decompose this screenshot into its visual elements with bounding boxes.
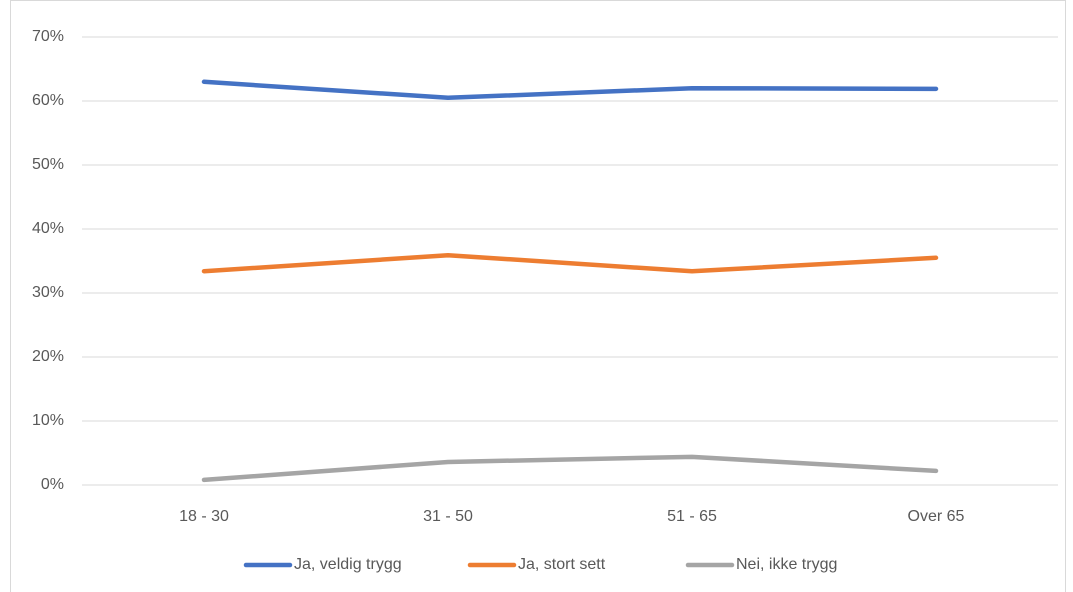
y-tick-label: 10% <box>32 412 64 429</box>
legend-label: Ja, stort sett <box>518 556 606 573</box>
x-tick-label: 18 - 30 <box>179 508 229 525</box>
y-tick-label: 60% <box>32 92 64 109</box>
series-line <box>201 454 939 483</box>
y-tick-label: 50% <box>32 156 64 173</box>
x-tick-label: 31 - 50 <box>423 508 473 525</box>
y-tick-label: 20% <box>32 348 64 365</box>
legend-label: Ja, veldig trygg <box>294 556 402 573</box>
series-line <box>201 79 939 101</box>
y-tick-label: 0% <box>41 476 64 493</box>
y-tick-label: 70% <box>32 28 64 45</box>
y-tick-label: 30% <box>32 284 64 301</box>
x-tick-label: 51 - 65 <box>667 508 717 525</box>
legend-label: Nei, ikke trygg <box>736 556 837 573</box>
y-tick-label: 40% <box>32 220 64 237</box>
x-tick-label: Over 65 <box>908 508 965 525</box>
series-line <box>201 252 939 274</box>
chart-border <box>10 0 1066 592</box>
